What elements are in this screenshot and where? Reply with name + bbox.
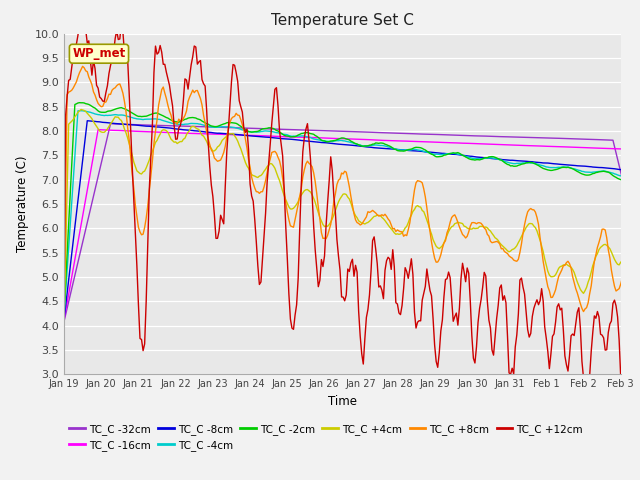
TC_C -8cm [573,163,581,168]
TC_C -8cm [60,317,68,323]
TC_C -32cm [60,319,68,324]
TC_C +8cm [79,63,86,69]
TC_C -4cm [100,113,108,119]
TC_C -16cm [367,137,375,143]
TC_C -2cm [573,168,581,174]
TC_C +4cm [573,279,581,285]
TC_C -2cm [367,142,375,148]
TC_C -16cm [60,317,68,323]
TC_C +12cm [367,268,375,274]
Line: TC_C -32cm: TC_C -32cm [64,124,640,324]
TC_C +12cm [623,448,631,454]
Line: TC_C -8cm: TC_C -8cm [64,121,640,335]
TC_C -2cm [82,101,90,107]
TC_C -8cm [485,156,493,161]
TC_C -8cm [80,144,88,150]
TC_C -32cm [80,233,88,239]
TC_C -32cm [99,154,107,159]
TC_C -16cm [94,127,102,132]
Line: TC_C -16cm: TC_C -16cm [64,130,640,331]
TC_C -8cm [83,118,91,124]
TC_C -16cm [485,141,493,147]
TC_C +8cm [82,68,90,74]
Y-axis label: Temperature (C): Temperature (C) [16,156,29,252]
TC_C +12cm [485,317,493,323]
X-axis label: Time: Time [328,395,357,408]
Line: TC_C +8cm: TC_C +8cm [64,66,640,312]
TC_C -4cm [82,108,90,114]
Line: TC_C -4cm: TC_C -4cm [64,111,640,330]
TC_C -2cm [485,154,493,160]
TC_C +12cm [573,309,581,315]
Text: WP_met: WP_met [72,47,125,60]
TC_C +4cm [77,107,85,112]
TC_C -4cm [485,155,493,161]
TC_C -32cm [573,136,581,142]
TC_C -16cm [573,144,581,150]
TC_C -4cm [60,313,68,319]
TC_C +4cm [485,227,493,233]
TC_C +12cm [80,17,88,23]
Line: TC_C +4cm: TC_C +4cm [64,109,640,323]
TC_C +4cm [60,320,68,326]
TC_C +12cm [60,316,68,322]
TC_C -32cm [107,121,115,127]
TC_C +4cm [82,108,90,114]
Legend: TC_C -32cm, TC_C -16cm, TC_C -8cm, TC_C -4cm, TC_C -2cm, TC_C +4cm, TC_C +8cm, T: TC_C -32cm, TC_C -16cm, TC_C -8cm, TC_C … [69,424,583,451]
TC_C +8cm [485,233,493,239]
TC_C +4cm [367,217,375,223]
TC_C -16cm [100,127,108,133]
TC_C -32cm [367,130,375,135]
TC_C -8cm [367,144,375,150]
Line: TC_C -2cm: TC_C -2cm [64,103,640,327]
TC_C +8cm [580,309,588,314]
TC_C -32cm [485,133,493,139]
TC_C -16cm [80,204,88,210]
TC_C +4cm [100,130,108,135]
TC_C -4cm [367,143,375,148]
TC_C +12cm [100,98,108,104]
TC_C -4cm [77,108,85,114]
TC_C +8cm [573,290,581,296]
TC_C -2cm [60,311,68,317]
TC_C -8cm [100,120,108,125]
TC_C +8cm [367,209,375,215]
TC_C +8cm [100,99,108,105]
TC_C +8cm [60,306,68,312]
TC_C -4cm [573,167,581,173]
Title: Temperature Set C: Temperature Set C [271,13,414,28]
TC_C +12cm [82,27,90,33]
Line: TC_C +12cm: TC_C +12cm [64,20,640,451]
TC_C -2cm [100,109,108,115]
TC_C -2cm [76,100,83,106]
